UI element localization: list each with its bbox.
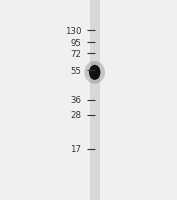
Text: 72: 72 — [70, 50, 81, 58]
Text: 28: 28 — [70, 111, 81, 119]
Text: 55: 55 — [70, 67, 81, 75]
Text: 36: 36 — [70, 96, 81, 104]
Text: 17: 17 — [70, 145, 81, 153]
Bar — [90, 0, 100, 200]
Text: 130: 130 — [65, 27, 81, 35]
Ellipse shape — [84, 62, 105, 84]
Text: 95: 95 — [71, 39, 81, 47]
Ellipse shape — [89, 66, 101, 80]
